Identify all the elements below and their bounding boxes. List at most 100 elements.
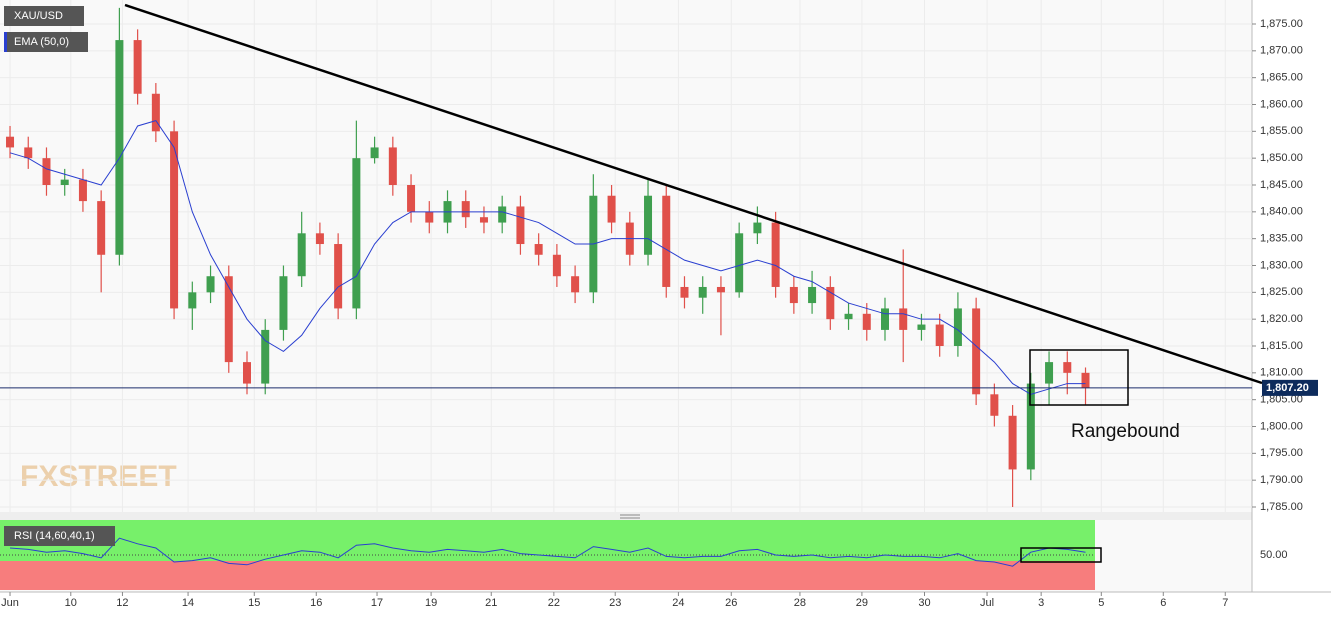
candle-body <box>662 195 671 287</box>
y-tick-label: 1,795.00 <box>1260 447 1303 459</box>
y-tick-label: 1,815.00 <box>1260 340 1303 352</box>
candle-body <box>552 254 561 277</box>
x-tick-label: 30 <box>918 597 930 609</box>
panel-divider <box>0 512 1252 520</box>
candle-body <box>24 147 33 159</box>
candle-body <box>899 308 908 330</box>
candle-body <box>297 233 306 277</box>
x-tick-label: Jul <box>980 597 994 609</box>
candle-body <box>60 179 69 185</box>
candle-body <box>334 244 343 309</box>
range-box <box>1029 349 1129 406</box>
last-price-label: 1,807.20 <box>1266 382 1309 394</box>
candle-body <box>388 147 397 185</box>
candle-body <box>1026 383 1035 470</box>
candle-body <box>115 40 124 255</box>
x-tick-label: 6 <box>1160 597 1166 609</box>
rsi-line <box>9 537 1086 567</box>
legend-box <box>4 526 115 546</box>
candle-body <box>97 201 106 255</box>
candle-body <box>534 244 543 255</box>
candle-body <box>862 313 871 330</box>
y-tick-label: 1,840.00 <box>1260 206 1303 218</box>
rsi-box <box>1020 547 1102 563</box>
x-tick-label: 10 <box>65 597 77 609</box>
candle-body <box>479 217 488 223</box>
y-tick-label: 1,830.00 <box>1260 259 1303 271</box>
y-tick-label: 1,790.00 <box>1260 474 1303 486</box>
y-tick-label: 1,865.00 <box>1260 72 1303 84</box>
y-tick-label: 1,845.00 <box>1260 179 1303 191</box>
candle-body <box>972 308 981 395</box>
candle-body <box>1063 362 1072 373</box>
candle-body <box>771 222 780 287</box>
candle-body <box>698 286 707 298</box>
candle-body <box>188 292 197 309</box>
watermark: FXSTREET <box>20 460 177 493</box>
candle-body <box>1081 372 1090 388</box>
candle-body <box>808 286 817 304</box>
candle-body <box>735 233 744 293</box>
candle-body <box>352 158 361 309</box>
legend-box <box>4 6 84 26</box>
rsi-upper-zone <box>0 520 1095 561</box>
candle-body <box>826 286 835 320</box>
x-tick-label: 17 <box>371 597 383 609</box>
x-tick-label: 15 <box>248 597 260 609</box>
legend-symbol: XAU/USD <box>14 10 63 22</box>
trendline <box>124 3 1263 385</box>
x-tick-label: Jun <box>1 597 19 609</box>
x-tick-label: 29 <box>856 597 868 609</box>
ema-line <box>9 120 1086 395</box>
candle-body <box>1045 362 1054 384</box>
candle-body <box>170 131 179 309</box>
candle-body <box>261 329 270 384</box>
marks: 1,785.00 1,790.00 1,795.00 1,800.00 1,805.00… <box>0 0 1318 609</box>
y-tick-label: 1,855.00 <box>1260 125 1303 137</box>
candle-body <box>279 276 288 330</box>
legend-ema: EMA (50,0) <box>14 36 69 48</box>
candle-body <box>133 40 142 94</box>
x-tick-label: 21 <box>485 597 497 609</box>
legend-swatch <box>4 32 7 52</box>
x-tick-label: 14 <box>182 597 194 609</box>
x-tick-label: 19 <box>425 597 437 609</box>
candle-body <box>407 184 416 212</box>
y-tick-label: 1,875.00 <box>1260 18 1303 30</box>
last-price-box <box>1262 379 1318 396</box>
candle-body <box>425 211 434 223</box>
x-tick-label: 7 <box>1222 597 1228 609</box>
candle-body <box>935 324 944 347</box>
y-tick-label: 1,825.00 <box>1260 286 1303 298</box>
candle-body <box>753 222 762 234</box>
x-tick-label: 22 <box>548 597 560 609</box>
candle-body <box>1008 415 1017 470</box>
candle-body <box>78 179 87 202</box>
candle-body <box>370 147 379 159</box>
candle-body <box>6 136 15 148</box>
legend-box <box>4 32 88 52</box>
candle-body <box>680 286 689 298</box>
candle-body <box>880 308 889 330</box>
annotation: Rangebound <box>1071 421 1180 442</box>
candle-body <box>516 206 525 245</box>
candle-body <box>571 276 580 293</box>
candle-body <box>315 233 324 245</box>
x-tick-label: 16 <box>310 597 322 609</box>
x-tick-label: 12 <box>116 597 128 609</box>
candle-body <box>498 206 507 223</box>
candle-body <box>917 324 926 330</box>
candle-body <box>789 286 798 304</box>
y-tick-label: 1,810.00 <box>1260 367 1303 379</box>
candle-body <box>990 394 999 416</box>
x-tick-label: 5 <box>1098 597 1104 609</box>
y-tick-label: 1,785.00 <box>1260 501 1303 513</box>
candle-body <box>644 195 653 255</box>
x-tick-label: 23 <box>609 597 621 609</box>
y-tick-label: 1,850.00 <box>1260 152 1303 164</box>
candle-body <box>461 201 470 218</box>
y-tick-label: 1,870.00 <box>1260 45 1303 57</box>
candle-body <box>242 362 251 384</box>
